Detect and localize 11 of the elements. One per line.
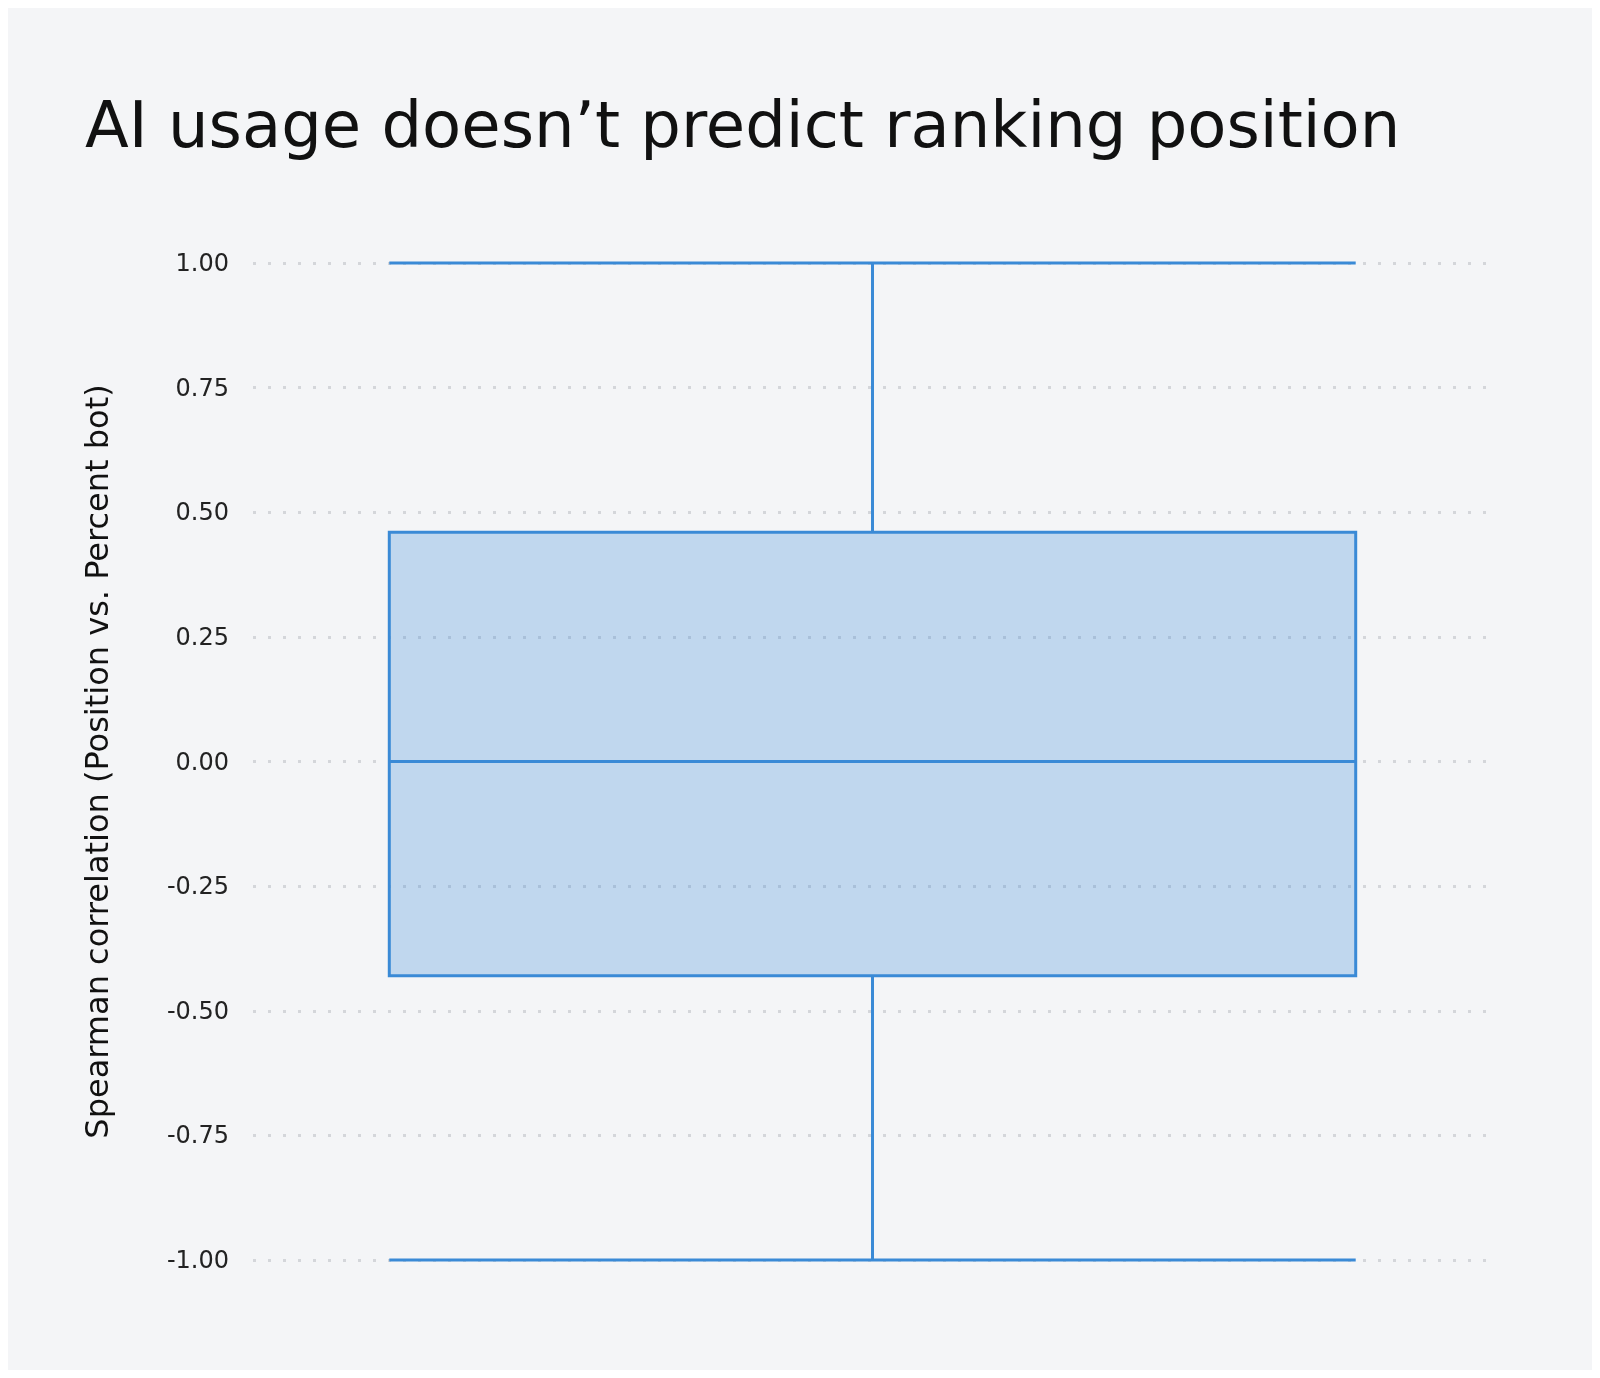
y-tick-label: 1.00 bbox=[175, 249, 229, 277]
y-tick-label: -1.00 bbox=[166, 1246, 229, 1274]
y-tick-label: 0.75 bbox=[175, 373, 229, 402]
y-tick-label: -0.50 bbox=[166, 996, 229, 1025]
y-tick-label: 0.50 bbox=[175, 498, 229, 527]
y-tick-label: -0.25 bbox=[166, 872, 229, 901]
y-tick-label: -0.75 bbox=[166, 1121, 229, 1150]
y-axis-title: Spearman correlation (Position vs. Percent bot) bbox=[78, 384, 116, 1139]
chart-title: AI usage doesn’t predict ranking position bbox=[85, 88, 1401, 162]
y-tick-label: 0.25 bbox=[175, 622, 229, 651]
y-tick-label: 0.00 bbox=[175, 747, 229, 776]
